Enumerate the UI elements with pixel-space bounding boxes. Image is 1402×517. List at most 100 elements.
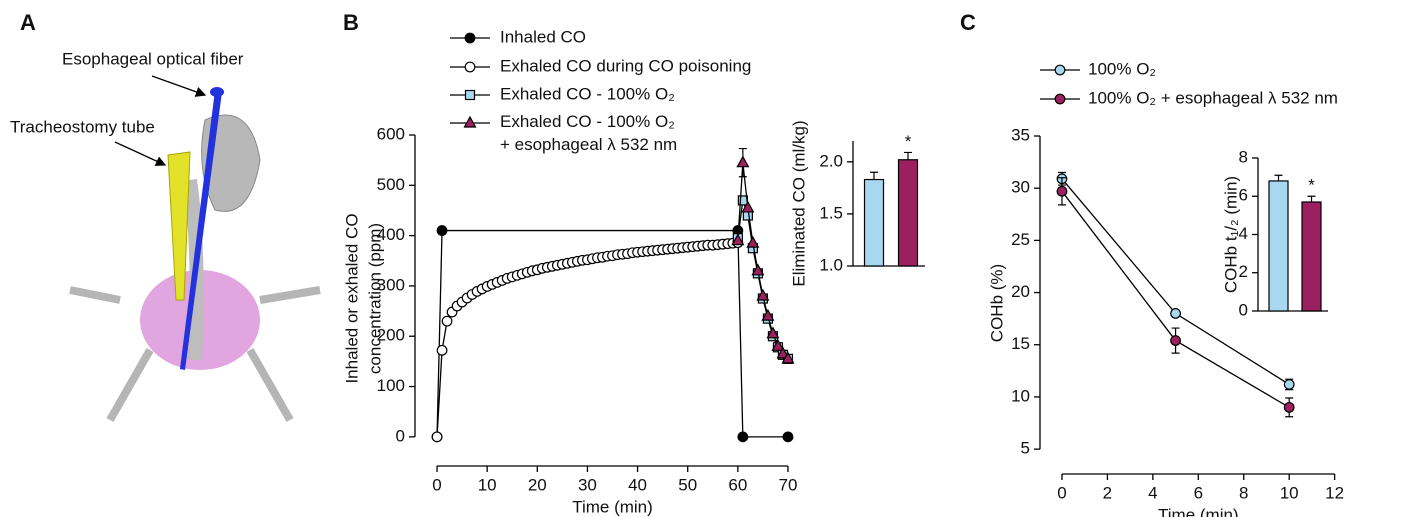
marker (436, 344, 448, 356)
series-line (436, 229, 788, 438)
marker (761, 308, 775, 321)
marker (436, 225, 448, 236)
marker (1170, 335, 1181, 346)
limbs (69, 286, 321, 422)
legend-label: Exhaled CO - 100% O₂ + esophageal λ 532 n… (500, 112, 677, 154)
optical-fiber (180, 90, 222, 370)
significance: * (1308, 176, 1315, 195)
error-bar (904, 151, 912, 160)
x-tick-label: 8 (1239, 483, 1248, 502)
illustration: A Esophageal optical fiber Tracheostomy … (10, 10, 321, 422)
fiber-tip (210, 87, 224, 97)
y-tick-label: 0 (396, 426, 405, 445)
marker (431, 431, 443, 443)
x-tick-label: 60 (728, 475, 747, 494)
y-tick-label: 1.0 (819, 255, 843, 274)
skull (201, 114, 261, 212)
x-axis-label: Time (min) (572, 497, 653, 516)
x-tick-label: 10 (1280, 483, 1299, 502)
y-tick-label: 600 (377, 124, 405, 143)
marker (441, 315, 453, 327)
marker (746, 235, 760, 248)
marker (741, 200, 755, 213)
error-bar (1307, 195, 1316, 202)
y-axis-label: COHb t₁/₂ (min) (1221, 176, 1240, 293)
tube-label: Tracheostomy tube (10, 117, 155, 136)
y-tick-label: 4 (1239, 224, 1248, 243)
marker (1170, 308, 1181, 319)
x-tick-label: 50 (678, 475, 697, 494)
bar (1301, 201, 1322, 312)
y-tick-label: 10 (1011, 386, 1030, 405)
x-tick-label: 12 (1325, 483, 1344, 502)
tracheostomy-tube (167, 151, 191, 301)
marker (731, 233, 745, 246)
bar (863, 178, 885, 267)
y-tick-label: 20 (1011, 282, 1030, 301)
y-tick-label: 5 (1021, 439, 1030, 458)
legend-label: Inhaled CO (500, 27, 586, 46)
legend-label: 100% O₂ + esophageal λ 532 nm (1088, 88, 1338, 107)
x-tick-label: 70 (779, 475, 798, 494)
error-bar (1274, 174, 1283, 181)
y-axis-label: COHb (%) (987, 264, 1006, 342)
x-tick-label: 40 (628, 475, 647, 494)
marker (766, 326, 780, 339)
marker (782, 431, 794, 443)
y-tick-label: 300 (377, 275, 405, 294)
x-axis-label: Time (min) (1158, 505, 1239, 517)
error-bar (870, 171, 878, 180)
bar (1268, 180, 1289, 312)
y-tick-label: 35 (1011, 125, 1030, 144)
x-tick-label: 10 (478, 475, 497, 494)
marker (736, 155, 750, 168)
marker (1056, 185, 1068, 197)
panel-label: C (960, 10, 976, 35)
y-tick-label: 2.0 (819, 151, 843, 170)
y-tick-label: 6 (1239, 186, 1248, 205)
arrow (114, 141, 167, 166)
series-line (737, 162, 789, 360)
y-tick-label: 1.5 (819, 203, 843, 222)
arrow (151, 75, 207, 97)
legend-marker (463, 115, 477, 128)
y-tick-label: 500 (377, 175, 405, 194)
x-tick-label: 4 (1148, 483, 1157, 502)
y-tick-label: 400 (377, 225, 405, 244)
legend-label: 100% O₂ (1088, 59, 1156, 78)
legend-marker (464, 61, 476, 73)
x-tick-label: 6 (1194, 483, 1203, 502)
y-axis-label: Eliminated CO (ml/kg) (789, 120, 808, 286)
fiber-label: Esophageal optical fiber (62, 49, 244, 68)
panel-label: A (20, 10, 36, 35)
marker (776, 346, 790, 359)
x-tick-label: 0 (432, 475, 441, 494)
series-line (737, 200, 789, 360)
series-line (436, 242, 738, 437)
significance: * (905, 132, 912, 151)
x-tick-label: 2 (1103, 483, 1112, 502)
legend-label: Exhaled CO - 100% O₂ (500, 84, 675, 103)
y-tick-label: 100 (377, 376, 405, 395)
x-tick-label: 0 (1057, 483, 1066, 502)
bar (897, 159, 919, 267)
y-tick-label: 0 (1239, 300, 1248, 319)
y-tick-label: 8 (1239, 147, 1248, 166)
marker (1283, 401, 1295, 413)
marker (771, 339, 785, 351)
x-tick-label: 20 (528, 475, 547, 494)
y-tick-label: 15 (1011, 334, 1030, 353)
marker (751, 263, 765, 276)
panel-label: B (343, 10, 359, 35)
legend-marker (1054, 64, 1066, 76)
x-tick-label: 30 (578, 475, 597, 494)
y-tick-label: 200 (377, 326, 405, 345)
marker (737, 431, 749, 443)
marker (781, 351, 795, 364)
marker (1283, 379, 1295, 390)
legend-marker (464, 89, 476, 101)
y-tick-label: 30 (1011, 178, 1030, 197)
legend-label: Exhaled CO during CO poisoning (500, 56, 751, 75)
legend-marker (464, 32, 476, 44)
